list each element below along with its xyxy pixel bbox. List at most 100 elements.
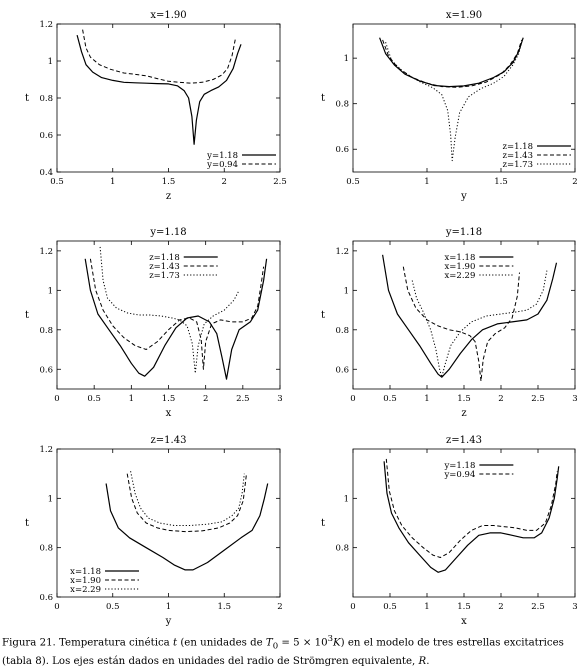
x-tick-label: 1.5 — [162, 394, 176, 404]
y-axis-label: t — [25, 93, 29, 104]
y-tick-label: 1.2 — [39, 20, 53, 30]
caption-T0: T — [265, 637, 273, 649]
y-tick-label: 0.8 — [335, 326, 349, 336]
x-tick-label: 2.5 — [531, 394, 545, 404]
series-line-1 — [382, 254, 558, 378]
y-tick-label: 1.2 — [335, 247, 349, 257]
y-tick-label: 1 — [48, 494, 53, 504]
series-line-2 — [385, 458, 558, 558]
x-tick-label: 1 — [129, 394, 134, 404]
panel-5: z=1.43 0 0.5 1 1.5 2 0.6 0.8 1 1.2 y t x=1.18x=1.90x… — [25, 435, 283, 627]
y-axis-label: t — [25, 518, 29, 529]
x-tick-label: 1.5 — [457, 602, 471, 612]
chart-title: z=1.43 — [151, 435, 187, 446]
y-axis-label: t — [321, 310, 325, 321]
x-tick-label: 2 — [498, 602, 503, 612]
series-line-1 — [76, 34, 242, 145]
y-tick-label: 0.6 — [39, 131, 53, 141]
x-tick-label: 2.5 — [273, 177, 287, 187]
y-axis-label: t — [321, 93, 325, 104]
plot-frame — [56, 23, 281, 173]
legend-label: x=1.18 — [445, 253, 476, 263]
chart-title: x=1.90 — [150, 10, 186, 21]
chart-title: y=1.18 — [149, 227, 186, 238]
x-tick-label: 2 — [277, 602, 282, 612]
series-line-1 — [379, 37, 524, 88]
x-tick-label: 3 — [572, 602, 577, 612]
caption-T0-sub: 0 — [272, 641, 279, 652]
x-tick-label: 0.5 — [106, 602, 120, 612]
x-tick-label: 1.5 — [494, 177, 508, 187]
legend-label: y=1.18 — [444, 461, 476, 471]
caption-rest: ) en el modelo de tres estrellas excitat… — [2, 637, 564, 668]
legend-label: y=0.94 — [206, 160, 238, 170]
figure-caption: Figura 21. Temperatura cinética t (en un… — [2, 632, 576, 669]
y-tick-label: 0.8 — [39, 94, 53, 104]
series-line-2 — [89, 258, 265, 370]
y-tick-label: 1 — [344, 54, 349, 64]
x-axis-label: y — [165, 616, 172, 627]
panel-3: y=1.180 0.5 1 1.5 2 2.5 30.60.811.2xtz=1.18z=1… — [25, 227, 283, 419]
legend-label: z=1.18 — [502, 142, 533, 152]
legend-label: x=1.18 — [70, 567, 101, 577]
caption-mid: (en unidades de — [177, 637, 266, 649]
x-tick-label: 0 — [54, 394, 59, 404]
chart-title: x=1.90 — [446, 10, 482, 21]
series-line-3 — [99, 246, 240, 374]
y-tick-label: 1.2 — [39, 445, 53, 455]
legend-label: z=1.18 — [149, 253, 180, 263]
y-tick-label: 1 — [344, 286, 349, 296]
y-axis-label: t — [321, 518, 325, 529]
legend-label: x=2.29 — [445, 271, 476, 281]
y-tick-label: 0.8 — [335, 544, 349, 554]
x-tick-label: 1.5 — [457, 394, 471, 404]
legend-label: x=2.29 — [70, 585, 101, 595]
legend-label: y=1.18 — [206, 151, 238, 161]
legend-label: x=1.90 — [70, 576, 101, 586]
y-tick-label: 0.4 — [39, 168, 53, 178]
x-tick-label: 0 — [350, 602, 355, 612]
legend-label: z=1.43 — [502, 151, 533, 161]
legend: x=1.18x=1.90x=2.29 — [70, 567, 139, 595]
caption-end: . — [426, 656, 430, 668]
x-tick-label: 1 — [424, 602, 429, 612]
x-axis-label: x — [461, 616, 467, 627]
legend-label: z=1.73 — [502, 160, 533, 170]
x-tick-label: 0 — [350, 394, 355, 404]
legend-label: x=1.90 — [445, 262, 476, 272]
series-line-2 — [82, 29, 236, 84]
x-axis-label: z — [166, 191, 171, 202]
x-tick-label: 1 — [110, 177, 115, 187]
series-line-3 — [130, 471, 245, 526]
panel-4: y=1.18 0 0.5 1 1.5 2 2.5 3 0.6 0.8 1 1.2 z t x=1.18x=1… — [321, 227, 578, 419]
x-tick-label: 0.5 — [87, 394, 101, 404]
y-tick-label: 1 — [344, 494, 349, 504]
x-axis-label: y — [460, 191, 467, 202]
x-tick-label: 2.5 — [531, 602, 545, 612]
series-line-3 — [411, 270, 548, 378]
y-tick-label: 0.6 — [335, 365, 349, 375]
panel-1: x=1.90 0.5 1 1.5 2 2.5 0.4 0.6 0.8 1 1.2 z t y=1.18y=… — [25, 10, 287, 202]
y-tick-label: 0.6 — [39, 365, 53, 375]
panel-6: z=1.43 0 0.5 1 1.5 2 2.5 3 0.8 1 x t y=1.18y=0.94 — [321, 435, 578, 627]
x-tick-label: 1.5 — [162, 177, 176, 187]
x-tick-label: 0.5 — [383, 394, 397, 404]
y-tick-label: 1.2 — [39, 247, 53, 257]
legend: y=1.18y=0.94 — [444, 461, 514, 480]
legend: y=1.18y=0.94 — [206, 151, 276, 170]
legend-label: z=1.43 — [149, 262, 180, 272]
y-axis-label: t — [25, 310, 29, 321]
caption-K: K — [333, 637, 341, 649]
series-line-1 — [383, 461, 560, 573]
x-tick-label: 2 — [572, 177, 577, 187]
x-tick-label: 0.5 — [383, 602, 397, 612]
figure-canvas: x=1.900.5 1 1.5 2 2.50.40.60.811.2zty=1.18y=… — [25, 10, 578, 627]
x-tick-label: 0 — [54, 602, 59, 612]
caption-prefix: Figura 21. Temperatura cinética — [2, 637, 173, 649]
series-line-1 — [105, 483, 269, 571]
panel-2: x=1.90 0.5 1 1.5 2 0.6 0.8 1 y t z=1.18z=1.43z=1.7… — [321, 10, 578, 202]
caption-t: t — [172, 637, 178, 649]
x-axis-label: z — [461, 408, 466, 419]
x-tick-label: 2 — [203, 394, 208, 404]
chart-title: y=1.18 — [445, 227, 482, 238]
